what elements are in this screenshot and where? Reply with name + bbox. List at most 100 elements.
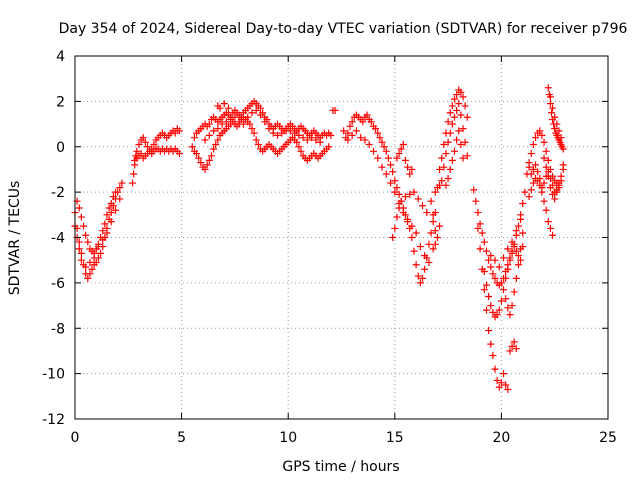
- data-point: [450, 113, 458, 121]
- x-axis-label: GPS time / hours: [282, 459, 399, 475]
- data-point: [540, 197, 548, 205]
- data-point: [421, 252, 429, 260]
- data-point: [210, 127, 218, 135]
- data-point: [252, 136, 260, 144]
- data-point: [495, 306, 503, 314]
- data-point: [378, 138, 386, 146]
- y-tick-label: 4: [56, 49, 65, 65]
- data-point: [278, 129, 286, 137]
- data-point: [476, 220, 484, 228]
- data-point: [540, 179, 548, 187]
- data-point: [312, 136, 320, 144]
- data-point: [369, 147, 377, 155]
- data-point: [291, 129, 299, 137]
- data-point: [139, 134, 147, 142]
- data-point: [105, 204, 113, 212]
- data-point: [487, 252, 495, 260]
- data-point: [450, 147, 458, 155]
- data-point: [512, 274, 520, 282]
- data-point: [519, 229, 527, 237]
- data-point: [448, 120, 456, 128]
- data-point: [480, 268, 488, 276]
- data-point: [457, 111, 465, 119]
- data-point: [440, 140, 448, 148]
- data-point: [478, 229, 486, 237]
- data-point: [446, 129, 454, 137]
- data-point: [491, 256, 499, 264]
- data-point: [448, 102, 456, 110]
- data-point: [265, 125, 273, 133]
- data-point: [404, 163, 412, 171]
- data-point: [444, 138, 452, 146]
- data-point: [506, 311, 514, 319]
- data-point: [485, 327, 493, 335]
- data-point: [412, 261, 420, 269]
- data-point: [399, 209, 407, 217]
- data-point: [485, 256, 493, 264]
- data-point: [544, 84, 552, 92]
- data-point: [559, 161, 567, 169]
- data-point: [389, 234, 397, 241]
- data-point: [99, 227, 107, 235]
- data-point: [508, 238, 516, 246]
- data-point: [512, 247, 520, 255]
- data-point: [450, 95, 458, 103]
- data-point: [500, 254, 508, 262]
- data-point: [519, 243, 527, 251]
- data-point: [544, 218, 552, 226]
- data-point: [514, 261, 522, 269]
- data-point: [357, 134, 365, 142]
- data-point: [376, 134, 384, 142]
- data-point: [118, 179, 126, 187]
- data-point: [107, 209, 115, 217]
- data-point: [395, 204, 403, 212]
- data-point: [410, 188, 418, 196]
- data-point: [90, 254, 98, 262]
- data-point: [463, 152, 471, 160]
- data-point: [205, 156, 213, 164]
- data-point: [448, 156, 456, 164]
- data-point: [99, 236, 107, 244]
- data-point: [129, 179, 137, 187]
- data-point: [395, 150, 403, 158]
- data-point: [419, 274, 427, 282]
- data-point: [201, 136, 209, 144]
- data-point: [190, 134, 198, 142]
- data-point: [250, 129, 258, 137]
- data-point: [387, 179, 395, 187]
- data-point: [406, 170, 414, 178]
- data-point: [103, 229, 111, 237]
- data-point: [195, 154, 203, 162]
- x-tick-label: 5: [177, 430, 186, 446]
- data-point: [504, 304, 512, 312]
- data-point: [497, 279, 505, 287]
- data-point: [86, 270, 94, 278]
- data-point: [256, 104, 264, 112]
- data-point: [92, 258, 100, 266]
- data-point: [408, 165, 416, 173]
- data-point: [401, 193, 409, 201]
- data-point: [374, 129, 382, 137]
- data-point: [453, 91, 461, 99]
- data-point: [506, 347, 514, 355]
- data-point: [546, 100, 554, 108]
- data-point: [248, 109, 256, 117]
- data-point: [303, 136, 311, 144]
- data-point: [84, 238, 92, 246]
- data-point: [423, 209, 431, 217]
- data-point: [397, 197, 405, 205]
- data-point: [361, 136, 369, 144]
- data-point: [555, 184, 563, 192]
- data-point: [188, 143, 196, 151]
- data-point: [225, 104, 233, 112]
- data-point: [549, 190, 557, 198]
- data-point: [493, 376, 501, 384]
- data-point: [295, 131, 303, 139]
- data-point: [130, 170, 138, 178]
- data-point: [521, 188, 529, 196]
- data-point: [459, 93, 467, 101]
- data-point: [116, 184, 124, 192]
- data-point: [504, 245, 512, 253]
- data-point: [391, 224, 399, 232]
- data-point: [491, 274, 499, 282]
